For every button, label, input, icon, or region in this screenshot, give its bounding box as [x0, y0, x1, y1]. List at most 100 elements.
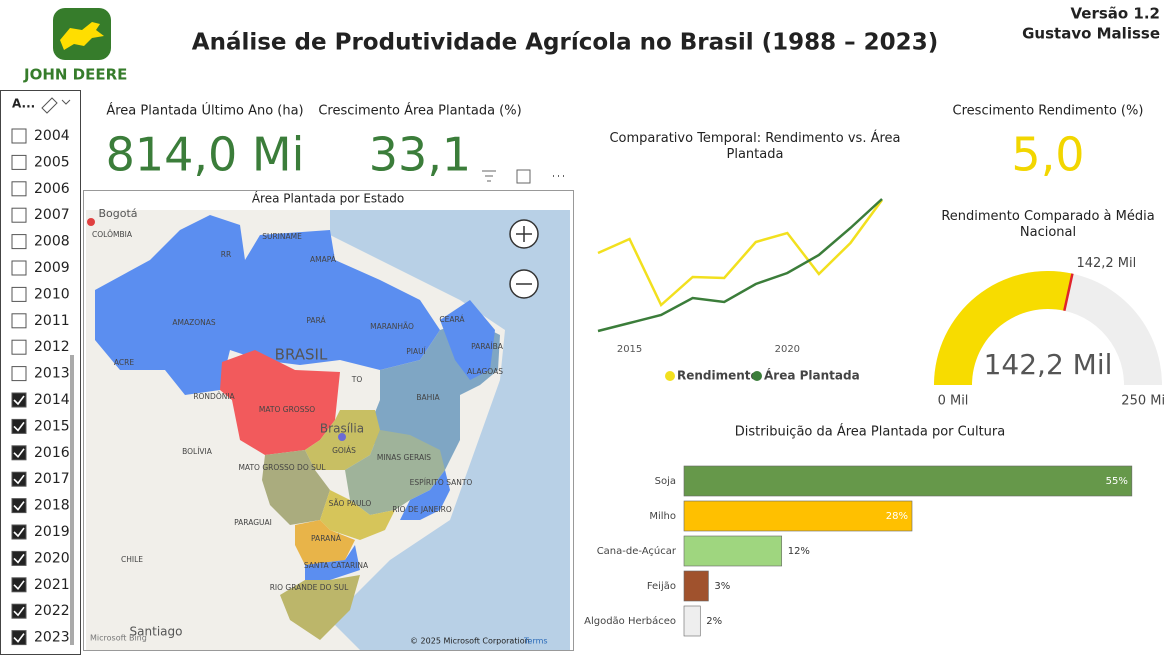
checkbox[interactable] — [11, 339, 27, 355]
region-sc — [305, 545, 360, 580]
slicer-item[interactable]: 2016 — [34, 445, 70, 461]
checkbox[interactable] — [11, 181, 27, 197]
checkbox[interactable] — [11, 392, 27, 408]
map-label: PARANÁ — [311, 534, 342, 543]
map-label: MATO GROSSO DO SUL — [238, 463, 326, 472]
legend-label[interactable]: Rendimento — [677, 369, 759, 383]
zoom-out[interactable] — [509, 269, 539, 299]
gauge-min-label: 0 Mil — [938, 394, 969, 409]
line-series — [597, 198, 883, 333]
slicer-item[interactable]: 2004 — [34, 128, 70, 144]
slicer-item[interactable]: 2010 — [34, 286, 70, 302]
legend-marker — [665, 371, 675, 381]
gauge-target — [1063, 273, 1074, 312]
slicer-item[interactable]: 2017 — [34, 471, 70, 487]
visual-header-icons[interactable] — [482, 169, 564, 184]
checkbox[interactable] — [11, 207, 27, 223]
map-label: AMAZONAS — [172, 318, 216, 327]
legend-label[interactable]: Área Plantada — [764, 368, 860, 383]
version: Versão 1.2 — [1070, 5, 1160, 23]
map-label: BOLÍVIA — [182, 447, 213, 456]
region-mg — [345, 430, 445, 515]
y-tick-label: Feijão — [647, 581, 676, 592]
map-label: RIO DE JANEIRO — [392, 505, 452, 514]
slicer-item[interactable]: 2007 — [34, 207, 70, 223]
checkbox[interactable] — [11, 286, 27, 302]
gauge-max-label: 250 Mil — [1121, 394, 1166, 409]
map-label: GOIÁS — [332, 446, 356, 455]
slicer-item[interactable]: 2021 — [34, 577, 70, 593]
slicer-item[interactable]: 2019 — [34, 524, 70, 540]
checkbox[interactable] — [11, 577, 27, 593]
slicer-item[interactable]: 2018 — [34, 498, 70, 514]
kpi-value: 814,0 Mi — [106, 128, 305, 182]
bar[interactable] — [683, 535, 783, 567]
region-sp — [320, 490, 395, 540]
checkbox[interactable] — [11, 234, 27, 250]
checkmark — [13, 474, 25, 485]
checkbox[interactable] — [11, 366, 27, 382]
checkbox[interactable] — [11, 471, 27, 487]
capital-marker — [338, 433, 346, 441]
checkbox[interactable] — [11, 418, 27, 434]
slicer-item[interactable]: 2009 — [34, 260, 70, 276]
map[interactable] — [86, 210, 570, 650]
map-label: Brasília — [320, 422, 364, 436]
map-label: COLÔMBIA — [92, 230, 133, 239]
checkbox[interactable] — [11, 630, 27, 646]
gauge-title: Rendimento Comparado à Média Nacional — [941, 209, 1155, 240]
checkbox[interactable] — [11, 524, 27, 540]
map-frame — [83, 190, 574, 651]
x-tick-label: 2020 — [775, 344, 800, 355]
region-mato-grosso — [220, 350, 340, 455]
slicer-item[interactable]: 2006 — [34, 181, 70, 197]
slicer-item[interactable]: 2008 — [34, 234, 70, 250]
eraser-icon[interactable] — [41, 97, 71, 114]
checkmark — [13, 421, 25, 432]
data-label: 3% — [714, 581, 730, 592]
region-north — [95, 215, 440, 395]
map-label: CEARÁ — [439, 315, 465, 324]
city-marker — [87, 218, 95, 226]
map-label: PIAUÍ — [406, 347, 426, 356]
x-tick-label: 2015 — [617, 344, 642, 355]
y-tick-label: Algodão Herbáceo — [584, 615, 676, 627]
zoom-in[interactable] — [509, 219, 539, 249]
slicer-item[interactable]: 2014 — [34, 392, 70, 408]
region-es-rj — [400, 470, 450, 520]
map-label: SANTA CATARINA — [304, 561, 369, 570]
bar[interactable] — [683, 465, 1133, 497]
map-terms[interactable]: Terms — [523, 637, 548, 646]
slicer-item[interactable]: 2015 — [34, 418, 70, 434]
region-northeast-small — [440, 300, 495, 380]
gauge-target-label: 142,2 Mil — [1076, 256, 1136, 271]
map-label: PARAÍBA — [471, 342, 504, 351]
kpi-title: Área Plantada Último Ano (ha) — [106, 103, 303, 119]
bar-chart-title: Distribuição da Área Plantada por Cultur… — [735, 424, 1005, 440]
map-label: RONDÔNIA — [193, 392, 235, 401]
slicer-item[interactable]: 2023 — [34, 630, 70, 646]
checkbox[interactable] — [11, 603, 27, 619]
bar[interactable] — [683, 500, 913, 532]
map-label: MATO GROSSO — [259, 405, 315, 414]
slicer-item[interactable]: 2022 — [34, 603, 70, 619]
checkbox[interactable] — [11, 154, 27, 170]
checkbox[interactable] — [11, 550, 27, 566]
checkbox[interactable] — [11, 313, 27, 329]
map-label: SURINAME — [262, 232, 302, 241]
checkbox[interactable] — [11, 260, 27, 276]
slicer-item[interactable]: 2005 — [34, 154, 70, 170]
slicer-item[interactable]: 2013 — [34, 366, 70, 382]
region-rs — [280, 575, 360, 640]
checkbox[interactable] — [11, 498, 27, 514]
slicer-item[interactable]: 2011 — [34, 313, 70, 329]
slicer-item[interactable]: 2020 — [34, 550, 70, 566]
page-title: Análise de Produtividade Agrícola no Bra… — [192, 30, 938, 56]
slicer-item[interactable]: 2012 — [34, 339, 70, 355]
bar[interactable] — [683, 570, 709, 602]
bar[interactable] — [683, 605, 701, 637]
checkbox[interactable] — [11, 445, 27, 461]
scrollbar[interactable] — [70, 355, 74, 645]
checkmark — [13, 395, 25, 406]
checkbox[interactable] — [11, 128, 27, 144]
